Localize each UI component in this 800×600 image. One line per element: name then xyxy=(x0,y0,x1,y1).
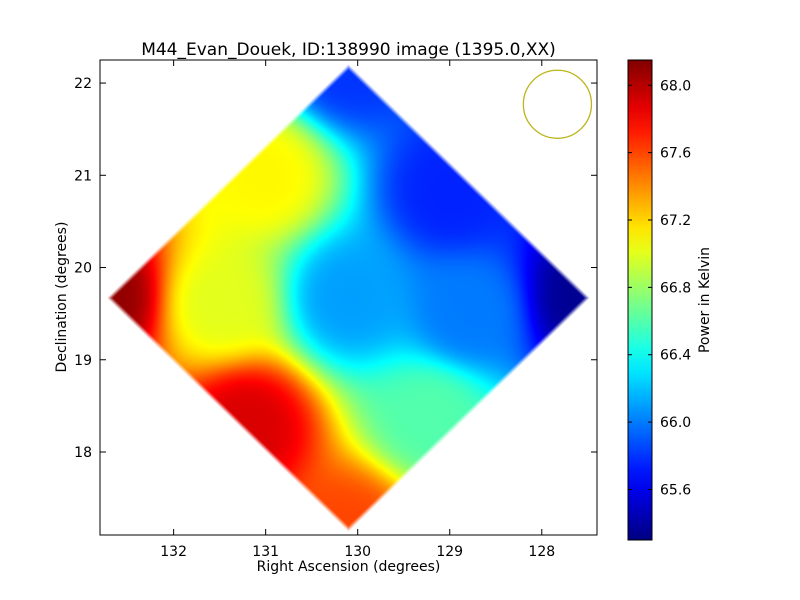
x-tick-label: 128 xyxy=(528,544,555,560)
colorbar-tick-label: 66.8 xyxy=(660,280,691,296)
x-ticks: 132 131 130 129 128 xyxy=(160,60,555,560)
x-tick-label: 132 xyxy=(160,544,187,560)
y-tick-label: 20 xyxy=(74,261,92,277)
x-tick-label: 129 xyxy=(436,544,463,560)
y-ticks: 18 19 20 21 22 xyxy=(74,76,597,461)
colorbar-ticks: 68.0 67.6 67.2 66.8 66.4 66.0 65.6 xyxy=(628,78,691,498)
colorbar-tick-label: 67.6 xyxy=(660,146,691,162)
y-tick-label: 19 xyxy=(74,353,92,369)
beam-circle xyxy=(522,69,593,139)
colorbar-label: Power in Kelvin xyxy=(697,247,713,353)
y-tick-label: 22 xyxy=(74,76,92,92)
y-tick-label: 18 xyxy=(74,445,92,461)
y-tick-label: 21 xyxy=(74,168,92,184)
colorbar xyxy=(627,59,653,541)
colorbar-tick-label: 65.6 xyxy=(660,482,691,498)
heatmap-image xyxy=(100,60,597,535)
x-axis-label: Right Ascension (degrees) xyxy=(257,559,441,575)
axes-frame xyxy=(99,59,598,536)
chart-title: M44_Evan_Douek, ID:138990 image (1395.0,… xyxy=(141,40,556,60)
x-tick-label: 131 xyxy=(252,544,279,560)
colorbar-tick-label: 66.0 xyxy=(660,415,691,431)
colorbar-tick-label: 68.0 xyxy=(660,78,691,94)
colorbar-tick-label: 66.4 xyxy=(660,348,691,364)
x-tick-label: 130 xyxy=(344,544,371,560)
colorbar-tick-label: 67.2 xyxy=(660,213,691,229)
y-axis-label: Declination (degrees) xyxy=(54,222,70,373)
